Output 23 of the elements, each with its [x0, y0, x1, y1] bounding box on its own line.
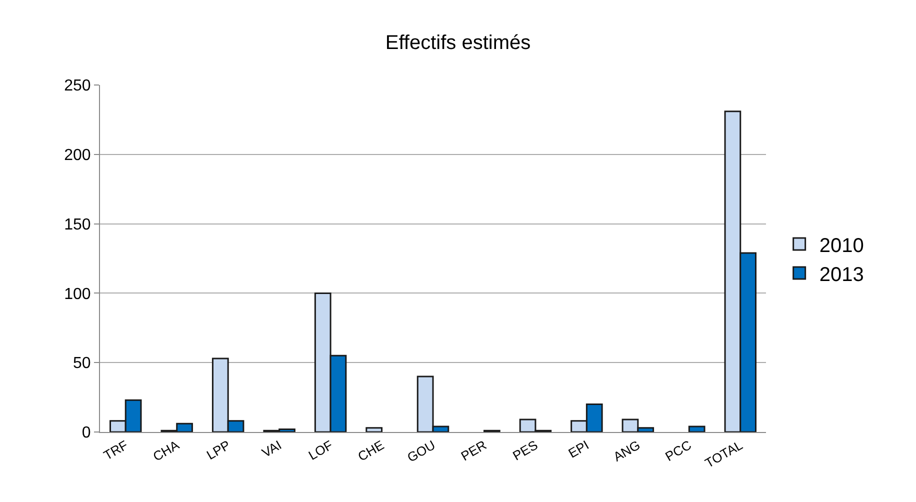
x-tick-label: LOF — [306, 437, 336, 463]
x-tick-label: CHE — [355, 437, 387, 464]
x-tick-label: PCC — [662, 437, 694, 464]
x-tick-label: GOU — [404, 437, 438, 466]
y-tick-label: 150 — [64, 216, 91, 234]
y-tick-label: 200 — [64, 147, 91, 164]
x-tick-label: TRF — [100, 437, 130, 463]
y-tick-label: 0 — [82, 424, 91, 442]
x-tick-label: ANG — [610, 437, 643, 464]
bar — [688, 426, 706, 432]
x-tick-label: PER — [458, 437, 489, 464]
x-tick-label: PES — [510, 437, 540, 464]
y-tick-label: 250 — [64, 78, 91, 95]
y-tick-label: 100 — [64, 286, 91, 303]
legend-label: 2010 — [819, 234, 864, 257]
legend-label: 2013 — [819, 264, 864, 286]
x-tick-label: CHA — [150, 437, 182, 464]
chart-title: Effectifs estimés — [385, 32, 531, 54]
bar — [366, 427, 383, 432]
x-tick-label: LPP — [204, 437, 233, 463]
x-tick-label: VAI — [259, 437, 284, 460]
x-tick-label: EPI — [566, 437, 592, 461]
y-tick-label: 50 — [73, 355, 91, 372]
